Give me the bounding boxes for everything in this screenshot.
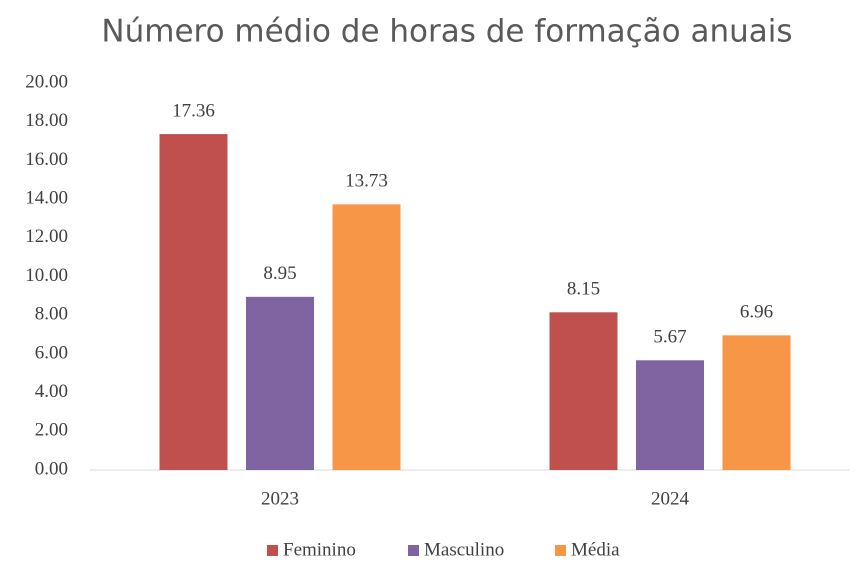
bar [636, 360, 704, 470]
data-label: 17.36 [172, 100, 215, 121]
chart-title: Número médio de horas de formação anuais [101, 14, 792, 50]
bar [549, 312, 618, 470]
legend-label: Feminino [283, 539, 356, 560]
bar [332, 204, 401, 470]
y-tick-label: 0.00 [35, 458, 68, 479]
y-tick-label: 20.00 [25, 71, 68, 92]
y-tick-label: 16.00 [25, 149, 68, 170]
x-tick-label: 2024 [651, 488, 690, 509]
data-label: 13.73 [345, 171, 388, 192]
y-tick-label: 8.00 [35, 304, 68, 325]
legend-label: Masculino [424, 539, 504, 560]
bar [722, 335, 791, 470]
y-tick-label: 4.00 [35, 381, 68, 402]
legend-swatch [267, 545, 278, 556]
bar [246, 296, 314, 470]
legend-swatch [408, 545, 419, 556]
data-label: 8.95 [263, 263, 296, 284]
y-tick-label: 18.00 [25, 110, 68, 131]
legend-swatch [555, 545, 566, 556]
data-label: 8.15 [567, 279, 600, 300]
bar [159, 134, 228, 471]
data-label: 5.67 [653, 327, 686, 348]
y-tick-label: 10.00 [25, 265, 68, 286]
y-tick-label: 12.00 [25, 226, 68, 247]
data-label: 6.96 [740, 302, 773, 323]
x-tick-label: 2023 [261, 488, 299, 509]
legend-label: Média [571, 539, 620, 560]
y-tick-label: 2.00 [35, 420, 68, 441]
y-tick-label: 6.00 [35, 342, 68, 363]
y-tick-label: 14.00 [25, 187, 68, 208]
